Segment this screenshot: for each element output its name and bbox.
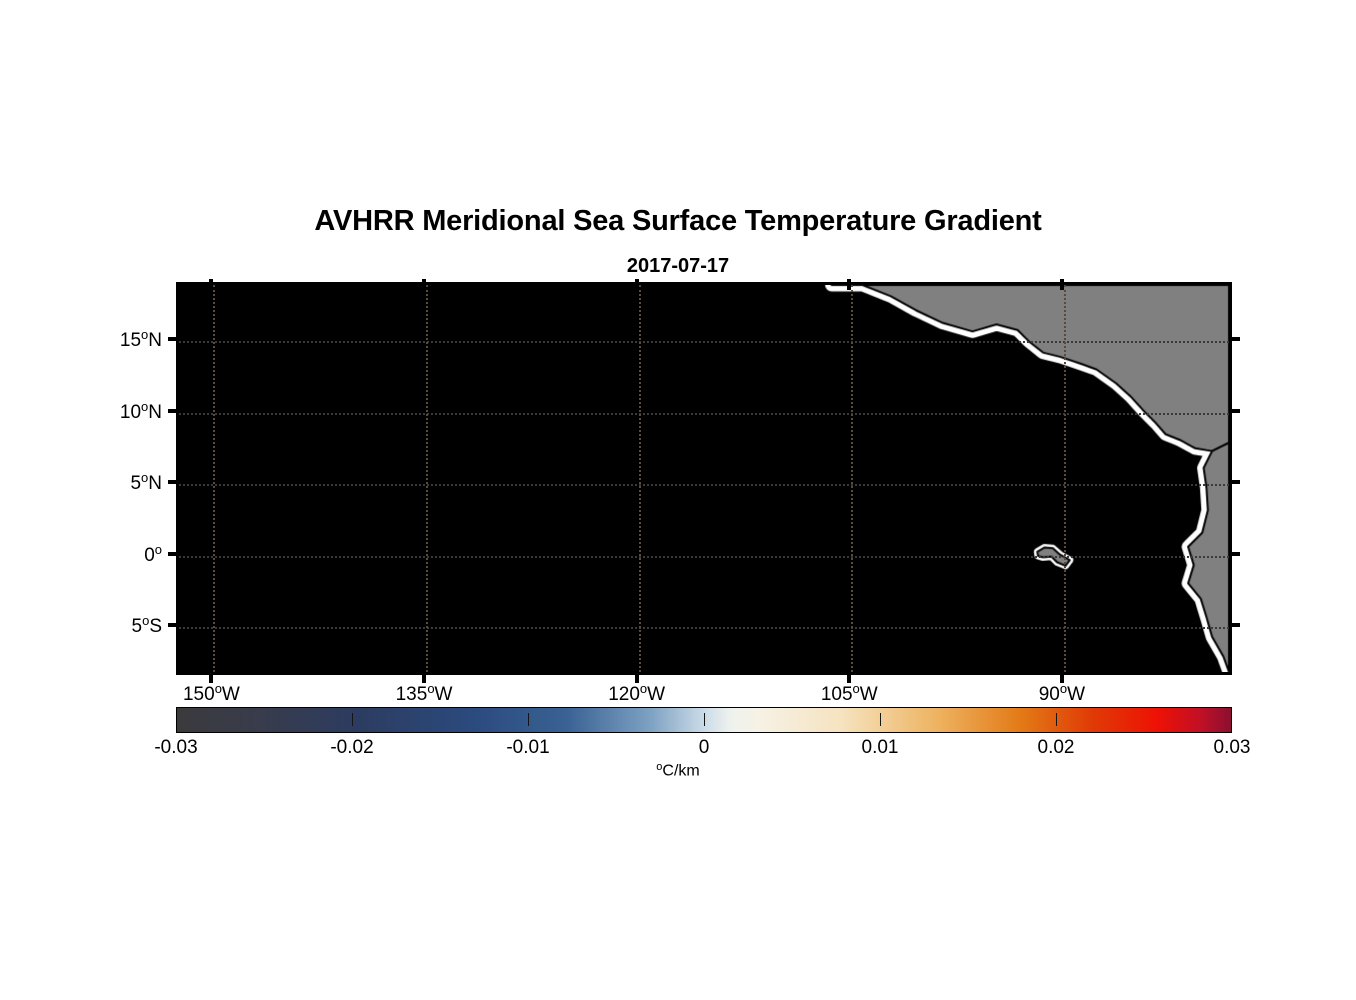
x-tick-mark xyxy=(634,279,639,290)
degree-symbol: o xyxy=(852,681,860,696)
colorbar-tick-label--0.03: -0.03 xyxy=(154,737,198,758)
colorbar-tick-mark xyxy=(352,713,353,726)
y-tick-mark xyxy=(168,551,179,556)
degree-symbol: o xyxy=(214,681,222,696)
colorbar-tick-mark xyxy=(528,713,529,726)
degree-symbol: o xyxy=(141,327,149,343)
chart-title: AVHRR Meridional Sea Surface Temperature… xyxy=(314,205,1042,237)
degree-symbol: o xyxy=(639,681,648,696)
y-tick-label-15°N: 15oN xyxy=(119,327,162,351)
colorbar-tick-mark xyxy=(1056,713,1057,726)
x-tick-mark xyxy=(634,672,639,683)
x-tick-label-90°W: 90oW xyxy=(1038,681,1086,705)
x-tick-mark xyxy=(1059,279,1064,290)
y-tick-label-0°: 0o xyxy=(144,541,162,566)
x-tick-label-120°W: 120oW xyxy=(608,681,666,705)
chart-subtitle: 2017-07-17 xyxy=(626,255,730,277)
colorbar-tick-label-0.03: 0.03 xyxy=(1213,737,1251,758)
x-tick-mark xyxy=(209,672,214,683)
map-axes[interactable] xyxy=(176,282,1232,675)
degree-symbol: o xyxy=(427,681,435,696)
x-tick-label-105°W: 105oW xyxy=(820,681,878,705)
degree-symbol: o xyxy=(656,761,663,773)
x-tick-mark xyxy=(847,279,852,290)
degree-symbol: o xyxy=(1059,681,1068,696)
degree-symbol: o xyxy=(154,541,162,557)
y-tick-mark xyxy=(1229,551,1240,556)
colorbar-tick-label-0.01: 0.01 xyxy=(861,737,899,758)
y-tick-mark xyxy=(1229,622,1240,627)
colorbar-tick-label-0.02: 0.02 xyxy=(1037,737,1075,758)
x-tick-mark xyxy=(847,672,852,683)
degree-symbol: o xyxy=(141,398,149,414)
colorbar-tick-label-0: 0 xyxy=(698,737,710,758)
x-tick-mark xyxy=(422,279,427,290)
y-tick-mark xyxy=(1229,337,1240,342)
colorbar-tick-label--0.02: -0.02 xyxy=(330,737,374,758)
colorbar-tick-mark xyxy=(704,713,705,726)
y-tick-label-5°N: 5oN xyxy=(130,470,162,494)
y-tick-label-5°S: 5oS xyxy=(131,612,163,637)
x-tick-label-150°W: 150oW xyxy=(182,681,240,705)
x-tick-mark xyxy=(209,279,214,290)
y-tick-mark xyxy=(1229,480,1240,485)
y-tick-mark xyxy=(168,480,179,485)
degree-symbol: o xyxy=(142,612,150,628)
colorbar-tick-label--0.01: -0.01 xyxy=(506,737,550,758)
y-tick-mark xyxy=(1229,408,1240,413)
x-tick-mark xyxy=(1059,672,1064,683)
y-tick-label-10°N: 10oN xyxy=(119,398,162,423)
colorbar-unit-label: oC/km xyxy=(656,761,700,780)
x-tick-mark xyxy=(422,672,427,683)
y-tick-mark xyxy=(168,408,179,413)
y-tick-mark xyxy=(168,622,179,627)
colorbar-tick-mark xyxy=(880,713,881,726)
land-mask-overlay xyxy=(179,285,1229,672)
degree-symbol: o xyxy=(141,470,149,486)
y-tick-mark xyxy=(168,337,179,342)
x-tick-label-135°W: 135oW xyxy=(395,681,453,705)
